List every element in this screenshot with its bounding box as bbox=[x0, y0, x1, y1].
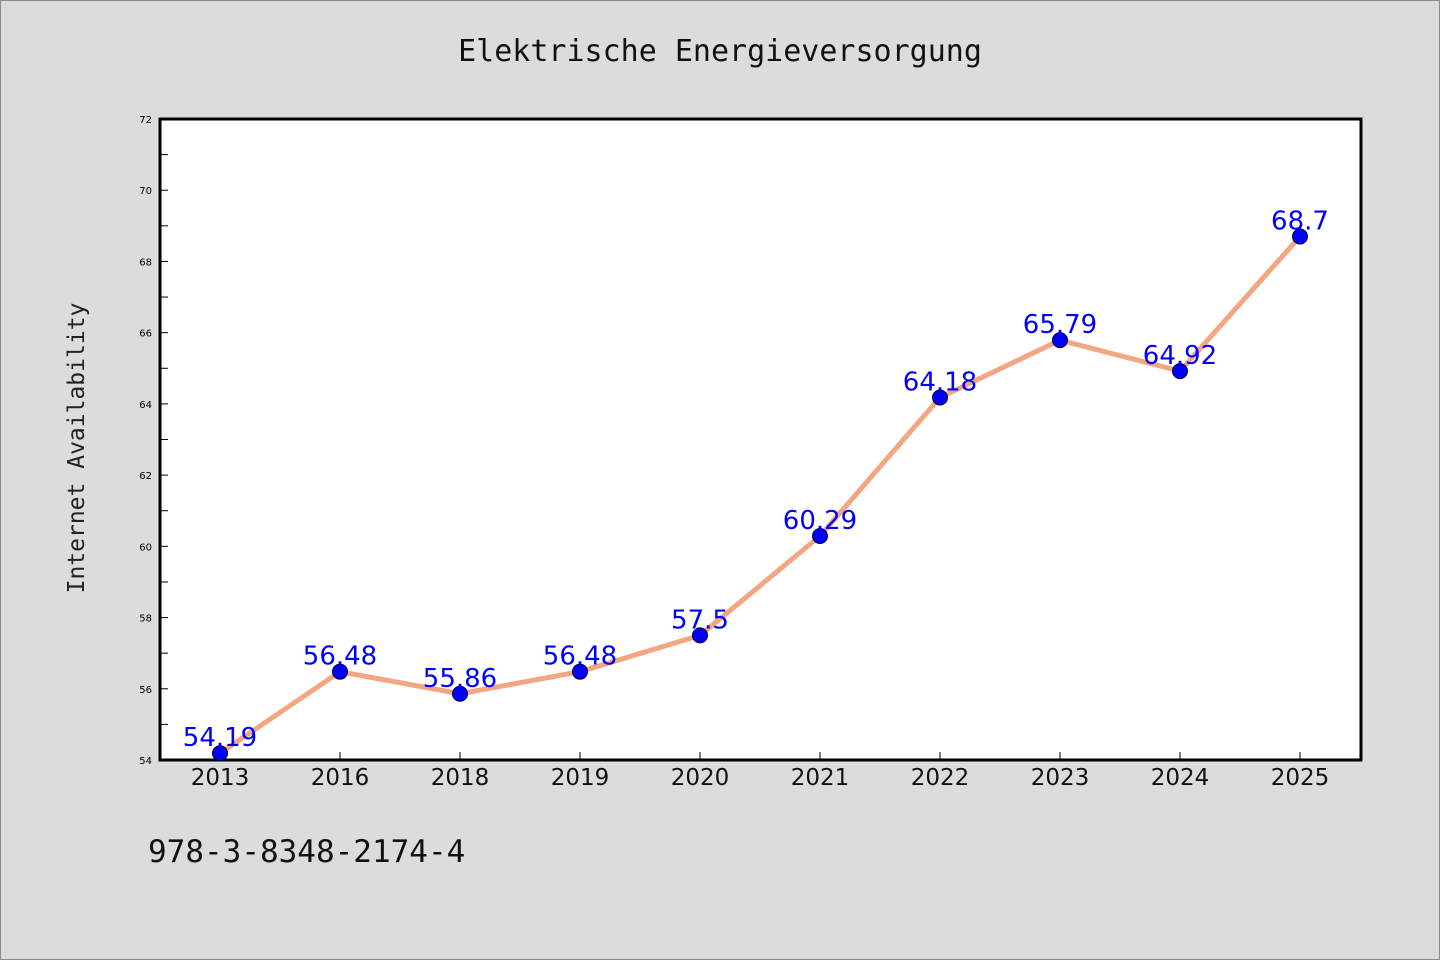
x-tick-label: 2020 bbox=[671, 765, 730, 791]
data-label: 56.48 bbox=[303, 642, 377, 672]
x-tick-label: 2021 bbox=[791, 765, 850, 791]
data-label: 68.7 bbox=[1271, 207, 1329, 237]
x-tick-label: 2022 bbox=[911, 765, 970, 791]
y-tick-label: 72 bbox=[139, 115, 152, 126]
data-point bbox=[1292, 228, 1308, 245]
data-point bbox=[452, 685, 468, 702]
x-tick-label: 2025 bbox=[1271, 765, 1330, 791]
x-tick-label: 2024 bbox=[1151, 765, 1210, 791]
y-axis: 54 56 58 60 62 64 66 68 70 72 bbox=[139, 115, 168, 767]
x-tick-label: 2019 bbox=[551, 765, 610, 791]
data-point bbox=[1052, 332, 1068, 349]
footer-code: 978-3-8348-2174-4 bbox=[148, 834, 466, 870]
data-label: 56.48 bbox=[543, 642, 617, 672]
chart-title: Elektrische Energieversorgung bbox=[458, 34, 982, 69]
data-label: 64.92 bbox=[1143, 341, 1217, 371]
data-label: 60.29 bbox=[783, 506, 857, 536]
x-tick-label: 2013 bbox=[191, 765, 250, 791]
x-tick-label: 2018 bbox=[431, 765, 490, 791]
y-tick-label: 64 bbox=[139, 400, 152, 411]
data-point bbox=[692, 627, 708, 644]
series-line bbox=[217, 234, 1303, 756]
y-tick-label: 70 bbox=[139, 186, 152, 197]
data-label: 64.18 bbox=[903, 367, 977, 397]
y-tick-label: 54 bbox=[139, 756, 152, 767]
data-label: 54.19 bbox=[183, 723, 257, 753]
data-labels-group: 54.19 56.48 55.86 56.48 57.5 60.29 64.18 65.79 6… bbox=[183, 207, 1329, 754]
y-tick-label: 60 bbox=[139, 542, 152, 553]
y-tick-label: 58 bbox=[139, 614, 152, 625]
y-tick-label: 66 bbox=[139, 329, 152, 340]
data-label: 55.86 bbox=[423, 664, 497, 694]
data-point bbox=[932, 389, 948, 406]
data-label: 57.5 bbox=[671, 605, 729, 635]
y-tick-label: 56 bbox=[139, 685, 152, 696]
data-point bbox=[812, 528, 828, 545]
data-point bbox=[332, 663, 348, 680]
y-tick-label: 68 bbox=[139, 257, 152, 268]
x-axis: 2013 2016 2018 2019 2020 2021 2022 2023 2024 2025 bbox=[191, 752, 1330, 791]
x-tick-label: 2016 bbox=[311, 765, 370, 791]
x-tick-label: 2023 bbox=[1031, 765, 1090, 791]
data-point bbox=[572, 663, 588, 680]
data-point bbox=[1172, 363, 1188, 380]
plot-area bbox=[158, 117, 1363, 762]
data-label: 65.79 bbox=[1023, 310, 1097, 340]
data-point bbox=[212, 745, 228, 762]
markers-group bbox=[212, 228, 1308, 762]
series-line-group bbox=[217, 234, 1303, 756]
y-tick-label: 62 bbox=[139, 471, 152, 482]
